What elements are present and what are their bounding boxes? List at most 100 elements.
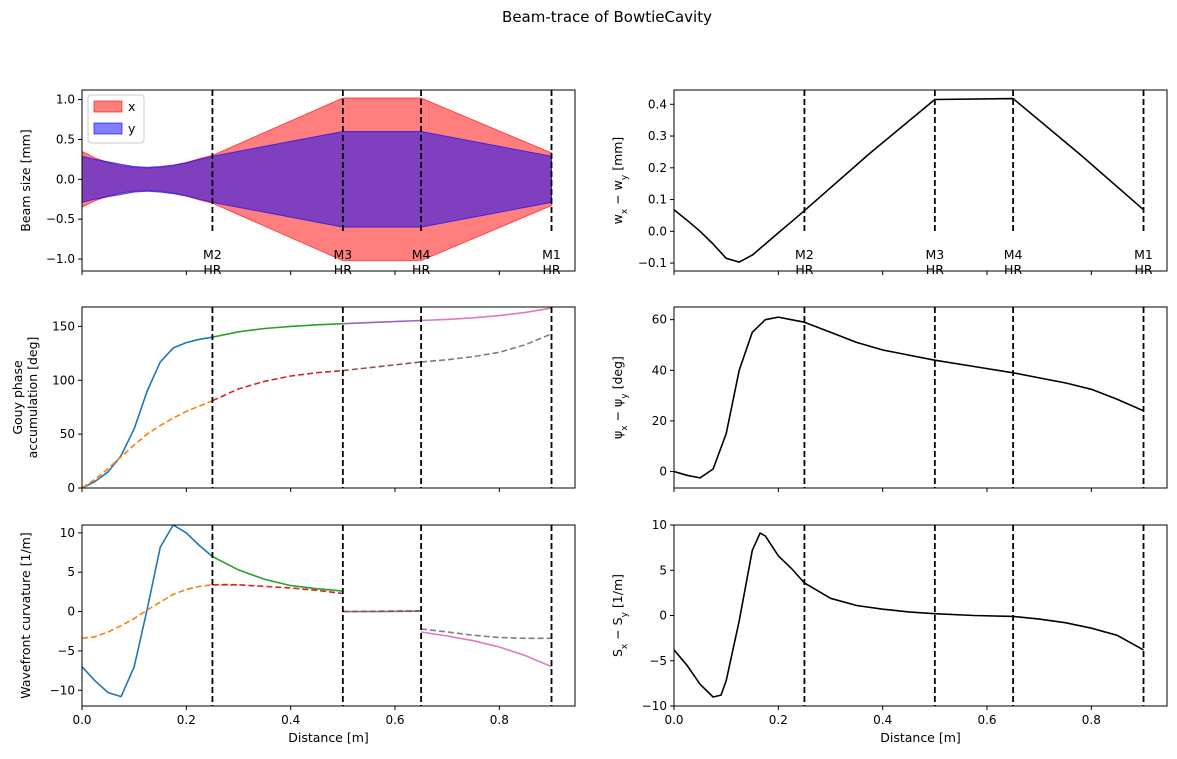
- y-tick-label: −5: [649, 654, 667, 668]
- y-tick-label: 150: [52, 319, 75, 333]
- panel-curv_diff: −10 −5 0 5 10 0.0 0.2 0.4 0.6 0.8 Distance [m] Sx −…: [610, 518, 1168, 745]
- plot-area: [674, 316, 1144, 479]
- mirror-label-m3: M3: [333, 247, 352, 262]
- plot-area: [82, 525, 552, 698]
- line-series-2-0: [82, 336, 213, 488]
- x-tick-label: 0.2: [769, 713, 788, 727]
- mirror-type-m3: HR: [334, 262, 352, 277]
- plot-area: [674, 532, 1144, 698]
- line-series-4-6: [420, 631, 552, 668]
- y-tick-label: −5: [57, 644, 75, 658]
- mirror-type-m2: HR: [795, 262, 813, 277]
- mirror-type-m2: HR: [203, 262, 221, 277]
- y-tick-label: 0.0: [56, 172, 75, 186]
- y-tick-label: 0: [659, 609, 667, 623]
- area-series-y: [82, 131, 552, 228]
- x-tick-label: 0.0: [664, 713, 683, 727]
- legend-label-x: x: [128, 99, 135, 114]
- mirror-type-m1: HR: [1134, 262, 1152, 277]
- y-tick-label: 0.4: [648, 97, 667, 111]
- x-tick-label: 0.0: [72, 713, 91, 727]
- line-series-2-5: [342, 361, 422, 372]
- mirror-type-m1: HR: [542, 262, 560, 277]
- y-axis-label: wx − wy [mm]: [610, 137, 630, 225]
- axes-frame: [81, 306, 576, 489]
- axes-frame: [673, 89, 1168, 272]
- y-axis-label: Beam size [mm]: [18, 129, 33, 231]
- axes-frame: [81, 524, 576, 707]
- line-series-3-0: [674, 316, 1144, 479]
- y-tick-label: 5: [659, 563, 667, 577]
- y-axis-label: Gouy phaseaccumulation [deg]: [10, 337, 40, 459]
- plot-area: [82, 307, 552, 488]
- y-tick-label: 10: [652, 518, 667, 532]
- panel-gouy_diff: 0 20 40 60 ψx − ψy [deg]: [610, 306, 1168, 492]
- panel-gouy: 0 50 100 150 Gouy phaseaccumulation [deg]: [10, 306, 576, 495]
- line-series-4-0: [82, 525, 213, 698]
- y-tick-label: 20: [652, 414, 667, 428]
- mirror-type-m3: HR: [926, 262, 944, 277]
- legend-label-y: y: [128, 121, 136, 136]
- mirror-label-m2: M2: [795, 247, 814, 262]
- x-tick-label: 0.8: [1082, 713, 1101, 727]
- mirror-type-m4: HR: [412, 262, 430, 277]
- axes-frame: [81, 89, 576, 272]
- y-tick-label: 0.2: [648, 161, 667, 175]
- axes-frame: [673, 524, 1168, 707]
- line-series-4-2: [212, 555, 343, 592]
- x-tick-label: 0.6: [977, 713, 996, 727]
- y-tick-label: 0.0: [648, 224, 667, 238]
- line-series-4-3: [212, 583, 343, 595]
- y-tick-label: 0.5: [56, 132, 75, 146]
- y-tick-label: 10: [60, 526, 75, 540]
- y-tick-label: 0.3: [648, 129, 667, 143]
- y-axis-label: Wavefront curvature [1/m]: [18, 532, 33, 698]
- line-series-2-7: [421, 333, 552, 363]
- x-axis-label: Distance [m]: [288, 730, 369, 745]
- line-series-4-1: [82, 583, 239, 640]
- x-tick-label: 0.8: [490, 713, 509, 727]
- mirror-type-m4: HR: [1004, 262, 1022, 277]
- x-tick-label: 0.4: [281, 713, 300, 727]
- mirror-label-m1: M1: [542, 247, 561, 262]
- y-tick-label: 0: [67, 481, 75, 495]
- plot-area: [82, 97, 552, 262]
- y-tick-label: 40: [652, 363, 667, 377]
- legend-swatch-x: [93, 100, 123, 113]
- mirror-label-m2: M2: [203, 247, 222, 262]
- panel-curvature: −10 −5 0 5 10 0.0 0.2 0.4 0.6 0.8 Distance [m] Wave…: [18, 524, 576, 745]
- y-tick-label: 0.1: [648, 193, 667, 207]
- legend-swatch-y: [93, 122, 123, 135]
- y-tick-label: 100: [52, 373, 75, 387]
- line-series-2-6: [421, 307, 552, 322]
- mirror-label-m1: M1: [1134, 247, 1153, 262]
- y-tick-label: 60: [652, 313, 667, 327]
- y-tick-label: 1.0: [56, 93, 75, 107]
- y-tick-label: −10: [642, 699, 667, 713]
- plot-area: [674, 97, 1145, 263]
- y-tick-label: −0.5: [46, 212, 75, 226]
- figure-title: Beam-trace of BowtieCavity: [502, 8, 712, 26]
- mirror-label-m4: M4: [412, 247, 431, 262]
- y-tick-label: 50: [60, 427, 75, 441]
- x-tick-label: 0.4: [873, 713, 892, 727]
- y-tick-label: 0: [659, 465, 667, 479]
- y-tick-label: −0.1: [638, 256, 667, 270]
- y-tick-label: 5: [67, 565, 75, 579]
- line-series-2-3: [212, 369, 343, 402]
- mirror-label-m3: M3: [925, 247, 944, 262]
- legend: xy: [87, 94, 145, 144]
- y-tick-label: −1.0: [46, 252, 75, 266]
- mirror-label-m4: M4: [1004, 247, 1023, 262]
- line-series-2-1: [82, 399, 213, 488]
- line-series-4-7: [421, 628, 552, 640]
- y-tick-label: 0: [67, 605, 75, 619]
- line-series-5-0: [674, 532, 1144, 698]
- x-tick-label: 0.2: [177, 713, 196, 727]
- y-axis-label: ψx − ψy [deg]: [610, 356, 630, 439]
- y-axis-label: Sx − Sy [1/m]: [610, 574, 630, 657]
